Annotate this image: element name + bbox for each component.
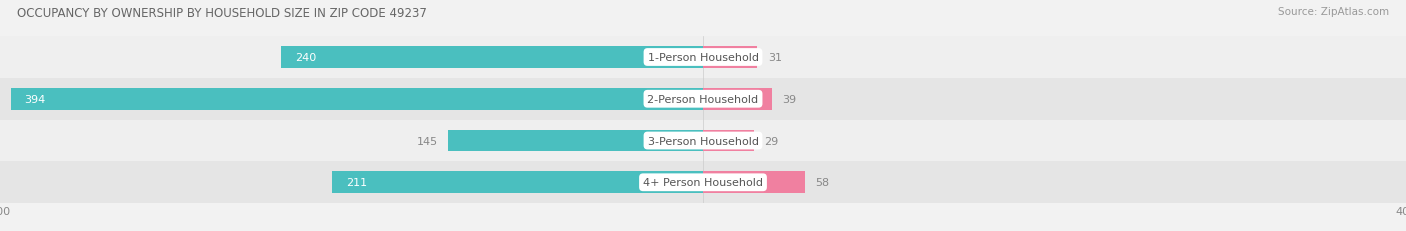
Text: 211: 211 <box>346 177 367 188</box>
Bar <box>0 120 1406 162</box>
Bar <box>449 130 703 152</box>
Text: 145: 145 <box>416 136 437 146</box>
Bar <box>703 47 758 69</box>
Bar <box>0 79 1406 120</box>
Text: 4+ Person Household: 4+ Person Household <box>643 177 763 188</box>
Bar <box>703 88 772 110</box>
Bar <box>703 130 754 152</box>
Text: 1-Person Household: 1-Person Household <box>648 53 758 63</box>
Text: 58: 58 <box>815 177 830 188</box>
Text: 39: 39 <box>782 94 796 104</box>
Bar <box>10 88 703 110</box>
Text: 2-Person Household: 2-Person Household <box>647 94 759 104</box>
Text: 29: 29 <box>765 136 779 146</box>
Text: 3-Person Household: 3-Person Household <box>648 136 758 146</box>
Text: 240: 240 <box>295 53 316 63</box>
Bar <box>0 37 1406 79</box>
Bar <box>703 172 804 193</box>
Bar <box>281 47 703 69</box>
Text: OCCUPANCY BY OWNERSHIP BY HOUSEHOLD SIZE IN ZIP CODE 49237: OCCUPANCY BY OWNERSHIP BY HOUSEHOLD SIZE… <box>17 7 427 20</box>
Bar <box>0 162 1406 203</box>
Text: Source: ZipAtlas.com: Source: ZipAtlas.com <box>1278 7 1389 17</box>
Text: 31: 31 <box>768 53 782 63</box>
Bar <box>332 172 703 193</box>
Text: 394: 394 <box>25 94 46 104</box>
